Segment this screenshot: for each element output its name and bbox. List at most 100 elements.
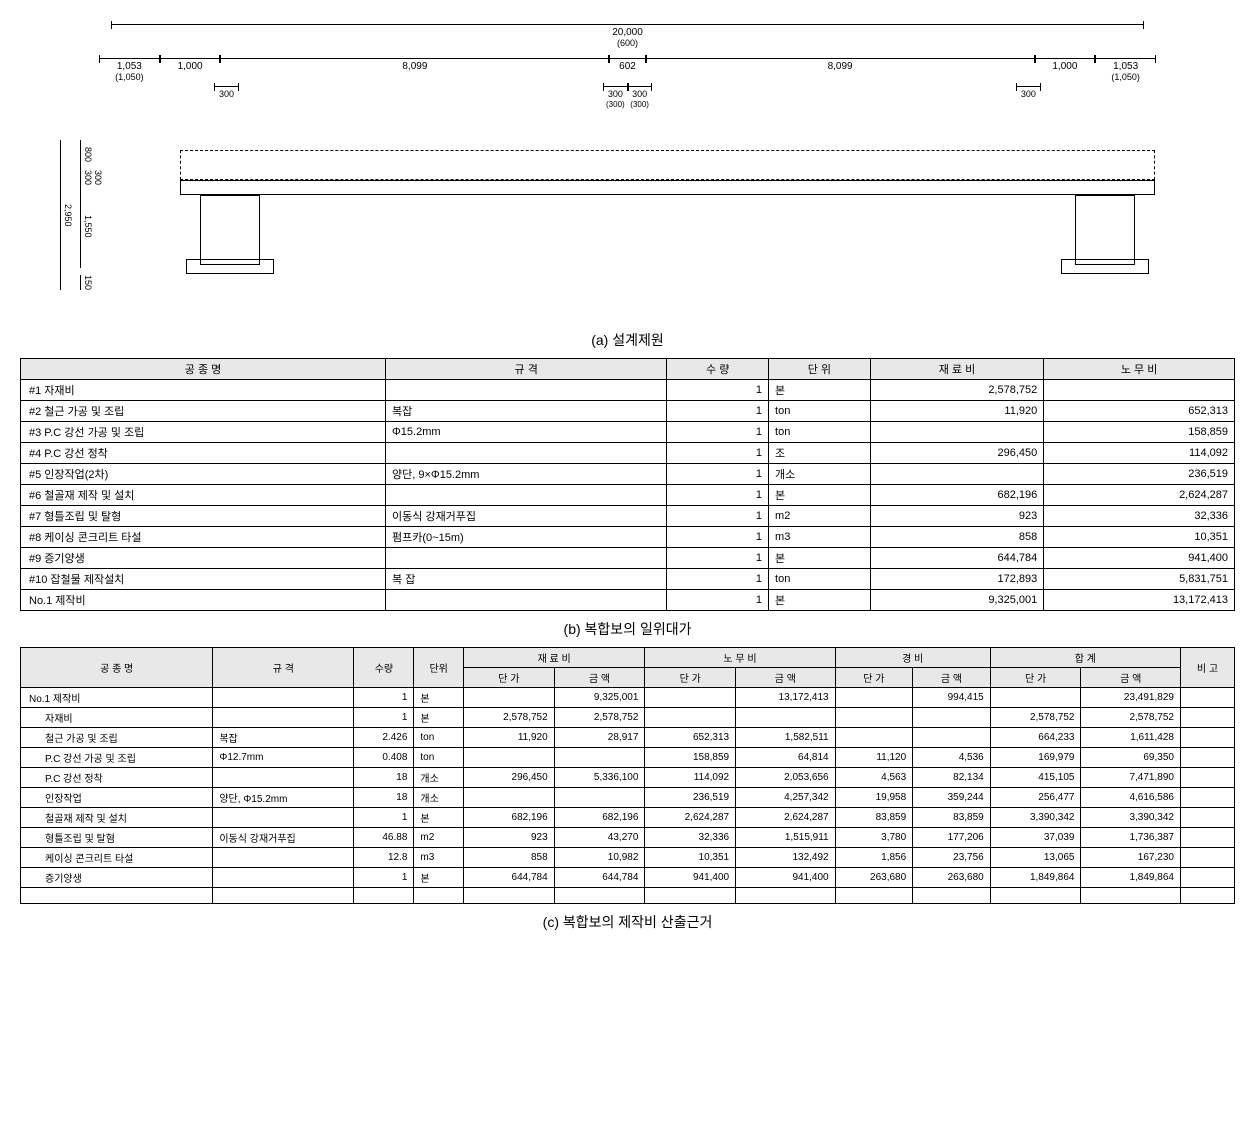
table-row: #10 잡철물 제작설치복 잡1ton172,8935,831,751 bbox=[21, 569, 1235, 590]
dim-overall: 20,000 (600) bbox=[111, 24, 1144, 49]
cell-ea bbox=[913, 728, 991, 748]
cell-qty: 1 bbox=[667, 506, 769, 527]
table-b-header-cell: 규 격 bbox=[386, 359, 667, 380]
unit-cost-table: 공 종 명규 격수 량단 위재 료 비노 무 비 #1 자재비1본2,578,7… bbox=[20, 358, 1235, 611]
cell-la: 1,582,511 bbox=[736, 728, 836, 748]
th-lab-amt: 금 액 bbox=[736, 668, 836, 688]
cell-tu: 664,233 bbox=[990, 728, 1081, 748]
cell-mu bbox=[463, 688, 554, 708]
cell-unit: ton bbox=[414, 728, 464, 748]
cell-name: #2 철근 가공 및 조립 bbox=[21, 401, 386, 422]
table-row: #3 P.C 강선 가공 및 조립Φ15.2mm1ton158,859 bbox=[21, 422, 1235, 443]
cell-la: 2,624,287 bbox=[736, 808, 836, 828]
th-tot-amt: 금 액 bbox=[1081, 668, 1181, 688]
cell-tu: 2,578,752 bbox=[990, 708, 1081, 728]
cell-tu: 415,105 bbox=[990, 768, 1081, 788]
cell-mu bbox=[463, 788, 554, 808]
cell-name: #10 잡철물 제작설치 bbox=[21, 569, 386, 590]
cell-unit: 본 bbox=[414, 868, 464, 888]
cell-name: #1 자재비 bbox=[21, 380, 386, 401]
cell-name: No.1 제작비 bbox=[21, 590, 386, 611]
cell-qty: 1 bbox=[667, 464, 769, 485]
cell-mat: 858 bbox=[870, 527, 1044, 548]
dim-overall-sub: (600) bbox=[617, 38, 638, 48]
table-b-header-cell: 노 무 비 bbox=[1044, 359, 1235, 380]
cell-ea: 177,206 bbox=[913, 828, 991, 848]
cell-mu: 644,784 bbox=[463, 868, 554, 888]
vdim-total: 2,950 bbox=[60, 140, 73, 290]
cell-note bbox=[1180, 868, 1234, 888]
cell-name: 철골재 제작 및 설치 bbox=[21, 808, 213, 828]
dim-row2-cell: 1,000 bbox=[1035, 58, 1096, 83]
cell-unit: m2 bbox=[769, 506, 871, 527]
cell-blank bbox=[554, 888, 645, 904]
cell-unit: m3 bbox=[769, 527, 871, 548]
cell-ma: 10,982 bbox=[554, 848, 645, 868]
cell-unit: m2 bbox=[414, 828, 464, 848]
cell-note bbox=[1180, 728, 1234, 748]
table-row: 인장작업양단, Φ15.2mm18개소236,5194,257,34219,95… bbox=[21, 788, 1235, 808]
cell-ta: 7,471,890 bbox=[1081, 768, 1181, 788]
cell-unit: 개소 bbox=[769, 464, 871, 485]
cell-unit: 본 bbox=[414, 688, 464, 708]
vdim-segment: 800 bbox=[80, 140, 93, 170]
cell-ma bbox=[554, 748, 645, 768]
table-row: P.C 강선 가공 및 조립Φ12.7mm0.408ton158,85964,8… bbox=[21, 748, 1235, 768]
cell-spec bbox=[213, 848, 354, 868]
dim-value: 1,000 bbox=[178, 61, 203, 72]
cell-spec bbox=[213, 808, 354, 828]
cell-mat: 172,893 bbox=[870, 569, 1044, 590]
cell-eu: 263,680 bbox=[835, 868, 913, 888]
pier-left bbox=[200, 195, 260, 265]
footing-left bbox=[186, 259, 274, 274]
cell-note bbox=[1180, 808, 1234, 828]
dim-value: 1,000 bbox=[1052, 61, 1077, 72]
cell-tu: 13,065 bbox=[990, 848, 1081, 868]
dim-sub: (1,050) bbox=[115, 72, 144, 82]
table-row: No.1 제작비1본9,325,00113,172,413 bbox=[21, 590, 1235, 611]
th-mat-amt: 금 액 bbox=[554, 668, 645, 688]
dim-300-left: 300 bbox=[219, 89, 234, 99]
table-row: 형틀조립 및 탈혐이동식 강재거푸집46.88m292343,27032,336… bbox=[21, 828, 1235, 848]
cell-la bbox=[736, 708, 836, 728]
dim-value: 1,053 bbox=[117, 61, 142, 72]
table-b-header-cell: 수 량 bbox=[667, 359, 769, 380]
cell-name: #8 케이싱 콘크리트 타설 bbox=[21, 527, 386, 548]
cell-blank bbox=[21, 888, 213, 904]
caption-c: (c) 복합보의 제작비 산출근거 bbox=[20, 912, 1235, 932]
dim-row-2: 1,053(1,050)1,0008,0996028,0991,0001,053… bbox=[20, 58, 1235, 83]
cell-ea bbox=[913, 708, 991, 728]
cell-mat: 682,196 bbox=[870, 485, 1044, 506]
production-cost-basis-table: 공 종 명 규 격 수량 단위 재 료 비 노 무 비 경 비 합 계 비 고 … bbox=[20, 647, 1235, 904]
th-exp-amt: 금 액 bbox=[913, 668, 991, 688]
girder bbox=[180, 180, 1155, 195]
cell-la: 2,053,656 bbox=[736, 768, 836, 788]
cell-spec: 복 잡 bbox=[386, 569, 667, 590]
cell-unit: 본 bbox=[414, 708, 464, 728]
th-lab: 노 무 비 bbox=[645, 648, 835, 668]
cell-unit: ton bbox=[769, 569, 871, 590]
cell-note bbox=[1180, 848, 1234, 868]
cell-blank bbox=[414, 888, 464, 904]
cell-spec bbox=[386, 590, 667, 611]
cell-ta: 1,611,428 bbox=[1081, 728, 1181, 748]
dim-sub: (1,050) bbox=[1111, 72, 1140, 82]
cell-lu: 2,624,287 bbox=[645, 808, 736, 828]
cell-name: 자재비 bbox=[21, 708, 213, 728]
th-mat-unit: 단 가 bbox=[463, 668, 554, 688]
cell-mu: 2,578,752 bbox=[463, 708, 554, 728]
cell-unit: 개소 bbox=[414, 768, 464, 788]
cell-spec bbox=[213, 688, 354, 708]
cell-blank bbox=[463, 888, 554, 904]
dim-overall-value: 20,000 bbox=[612, 27, 643, 38]
cell-unit: ton bbox=[414, 748, 464, 768]
cell-name: 인장작업 bbox=[21, 788, 213, 808]
cell-spec bbox=[386, 548, 667, 569]
dim-row-overall: 20,000 (600) bbox=[20, 24, 1235, 49]
dim-row-3: 300 300(300) 300(300) 300 bbox=[20, 86, 1235, 109]
table-row: 자재비1본2,578,7522,578,7522,578,7522,578,75… bbox=[21, 708, 1235, 728]
cell-mu: 296,450 bbox=[463, 768, 554, 788]
cell-unit: 개소 bbox=[414, 788, 464, 808]
vertical-dimensions: 2,950 800300 3001,550150 bbox=[80, 140, 130, 290]
cell-ea: 83,859 bbox=[913, 808, 991, 828]
